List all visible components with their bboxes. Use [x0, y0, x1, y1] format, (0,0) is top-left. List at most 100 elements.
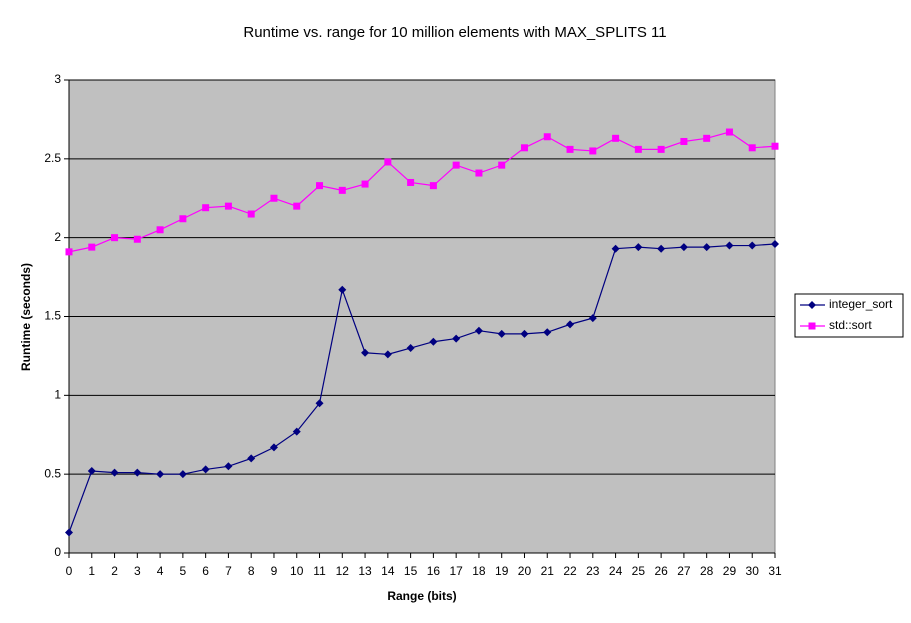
x-tick-label: 27: [677, 564, 691, 578]
data-point: [110, 468, 119, 477]
data-point: [87, 467, 96, 476]
data-point: [808, 322, 816, 330]
data-point: [543, 133, 551, 141]
data-point: [407, 178, 415, 186]
y-tick-label: 0.5: [44, 466, 61, 480]
data-point: [452, 161, 460, 169]
data-point: [612, 134, 620, 142]
data-point: [292, 427, 301, 436]
x-tick-label: 9: [271, 564, 278, 578]
data-point: [543, 328, 552, 337]
data-point: [589, 147, 597, 155]
x-axis-title: Range (bits): [387, 589, 456, 603]
data-point: [634, 145, 642, 153]
x-tick-label: 23: [586, 564, 600, 578]
y-tick-label: 1: [54, 388, 61, 402]
data-point: [771, 142, 779, 150]
data-point: [566, 320, 575, 329]
data-point: [520, 144, 528, 152]
y-tick-label: 2.5: [44, 151, 61, 165]
data-point: [657, 145, 665, 153]
data-point: [156, 470, 165, 479]
data-point: [680, 137, 688, 145]
data-point: [201, 465, 210, 474]
x-tick-label: 11: [313, 564, 326, 578]
data-point: [178, 470, 187, 479]
data-point: [202, 204, 210, 212]
data-point: [429, 182, 437, 190]
data-point: [247, 210, 255, 218]
data-point: [156, 226, 164, 234]
data-point: [384, 158, 392, 166]
legend-label: integer_sort: [829, 297, 893, 311]
data-point: [270, 194, 278, 202]
x-tick-label: 15: [404, 564, 418, 578]
x-tick-label: 14: [381, 564, 395, 578]
y-axis-title: Runtime (seconds): [19, 263, 33, 371]
x-tick-label: 4: [157, 564, 164, 578]
x-tick-label: 28: [700, 564, 714, 578]
legend: [794, 293, 904, 338]
data-point: [498, 161, 506, 169]
x-tick-label: 1: [88, 564, 95, 578]
legend-label: std::sort: [829, 318, 872, 332]
data-point: [133, 235, 141, 243]
data-point: [611, 244, 620, 253]
data-point: [475, 169, 483, 177]
data-point: [634, 243, 643, 252]
data-point: [808, 301, 816, 309]
data-point: [269, 443, 278, 452]
x-tick-label: 24: [609, 564, 623, 578]
data-point: [406, 344, 415, 353]
data-point: [179, 215, 187, 223]
data-point: [65, 528, 73, 537]
x-tick-label: 10: [290, 564, 304, 578]
data-point: [703, 134, 711, 142]
data-point: [748, 144, 756, 152]
data-point: [771, 239, 779, 248]
series-line: [68, 243, 776, 533]
x-tick-label: 30: [746, 564, 760, 578]
data-point: [247, 454, 256, 463]
data-point: [293, 202, 301, 210]
data-point: [520, 329, 529, 338]
chart-title: Runtime vs. range for 10 million element…: [243, 24, 666, 41]
x-tick-label: 8: [248, 564, 255, 578]
x-tick-label: 6: [202, 564, 209, 578]
x-tick-label: 17: [449, 564, 463, 578]
data-point: [111, 234, 119, 242]
x-tick-label: 2: [111, 564, 118, 578]
data-point: [725, 241, 734, 250]
data-point: [338, 186, 346, 194]
x-tick-label: 0: [66, 564, 73, 578]
data-point: [657, 244, 666, 253]
x-tick-label: 12: [336, 564, 350, 578]
y-tick-label: 3: [54, 72, 61, 86]
data-point: [361, 180, 369, 188]
data-point: [474, 326, 483, 335]
x-tick-label: 16: [427, 564, 441, 578]
data-point: [566, 145, 574, 153]
data-point: [588, 314, 597, 323]
x-tick-label: 7: [225, 564, 232, 578]
data-point: [383, 350, 392, 359]
x-tick-label: 25: [632, 564, 646, 578]
data-point: [316, 182, 324, 190]
x-tick-label: 21: [541, 564, 555, 578]
x-tick-label: 13: [358, 564, 372, 578]
series-line: [68, 131, 776, 253]
x-tick-label: 26: [654, 564, 668, 578]
x-tick-label: 29: [723, 564, 737, 578]
x-tick-label: 5: [180, 564, 187, 578]
x-tick-label: 22: [563, 564, 577, 578]
x-tick-label: 3: [134, 564, 141, 578]
data-point: [497, 329, 506, 338]
data-point: [338, 285, 347, 294]
data-point: [748, 241, 757, 250]
data-point: [224, 462, 233, 471]
data-point: [65, 248, 73, 256]
y-tick-label: 1.5: [44, 309, 61, 323]
data-point: [429, 337, 438, 346]
x-tick-label: 19: [495, 564, 509, 578]
